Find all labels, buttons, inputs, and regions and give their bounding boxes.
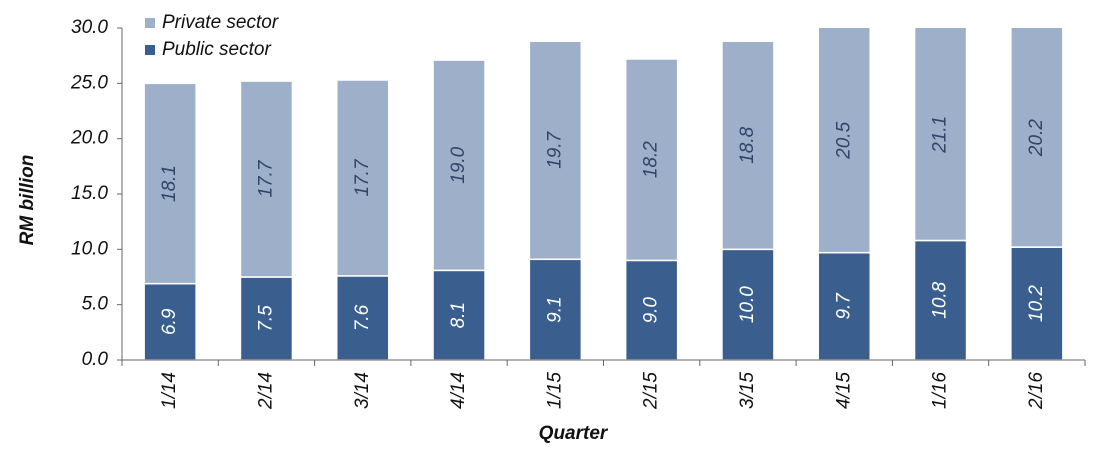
value-label: 10.8	[930, 281, 951, 318]
bar-segment	[336, 79, 390, 277]
y-tick-label: 15.0	[71, 183, 108, 204]
x-tick-label: 2/14	[255, 372, 276, 410]
bar-segment	[721, 248, 775, 360]
bar-segment	[143, 82, 197, 285]
value-label: 18.1	[159, 165, 180, 202]
y-axis-title: RM billion	[17, 155, 38, 246]
bar-segment	[143, 282, 197, 360]
bar-segment	[336, 275, 390, 360]
x-tick-label: 3/14	[352, 372, 373, 409]
value-label: 18.8	[737, 126, 758, 163]
value-label: 6.9	[159, 308, 180, 335]
bar-segment	[913, 28, 968, 242]
value-label: 17.7	[255, 159, 276, 197]
legend-label: Public sector	[162, 39, 271, 60]
x-tick-label: 3/15	[737, 372, 758, 409]
bar-segment	[817, 28, 871, 254]
legend-swatch	[145, 18, 155, 28]
value-label: 10.2	[1026, 285, 1047, 322]
bar-segment	[528, 40, 583, 261]
value-label: 8.1	[448, 302, 469, 328]
x-tick-label: 2/16	[1026, 372, 1047, 410]
x-tick-label: 1/16	[930, 372, 951, 409]
value-label: 17.7	[352, 158, 373, 196]
y-tick-label: 30.0	[71, 17, 108, 38]
bar-segment	[721, 40, 775, 251]
bar-segment	[624, 58, 679, 262]
value-label: 9.0	[641, 297, 662, 324]
value-label: 10.0	[737, 286, 758, 323]
bar-segment	[432, 59, 486, 272]
y-tick-label: 20.0	[70, 128, 108, 149]
x-tick-label: 4/15	[833, 372, 854, 409]
value-label: 20.5	[833, 121, 854, 159]
value-label: 18.2	[641, 141, 662, 178]
legend-swatch	[145, 45, 155, 55]
y-tick-label: 0.0	[82, 349, 109, 370]
y-tick-label: 5.0	[82, 294, 109, 315]
value-label: 7.6	[352, 304, 373, 331]
bar-segment	[239, 276, 294, 360]
legend-label: Private sector	[162, 12, 279, 33]
value-label: 7.5	[255, 305, 276, 332]
y-tick-label: 25.0	[70, 72, 108, 93]
value-label: 9.7	[833, 292, 854, 320]
value-label: 20.2	[1026, 119, 1047, 157]
value-label: 21.1	[930, 116, 951, 154]
bars	[143, 28, 1064, 360]
value-label: 9.1	[544, 296, 565, 322]
bar-segment	[528, 258, 583, 360]
bar-segment	[1010, 28, 1064, 248]
x-tick-label: 2/15	[641, 372, 662, 410]
x-axis-title: Quarter	[539, 423, 609, 444]
x-tick-label: 1/15	[544, 372, 565, 409]
value-label: 19.0	[448, 146, 469, 183]
value-label: 19.7	[544, 130, 565, 168]
x-tick-label: 1/14	[159, 372, 180, 409]
bar-segment	[239, 80, 294, 278]
y-tick-label: 10.0	[71, 238, 108, 259]
bar-segment	[1010, 246, 1064, 360]
x-tick-label: 4/14	[448, 372, 469, 409]
